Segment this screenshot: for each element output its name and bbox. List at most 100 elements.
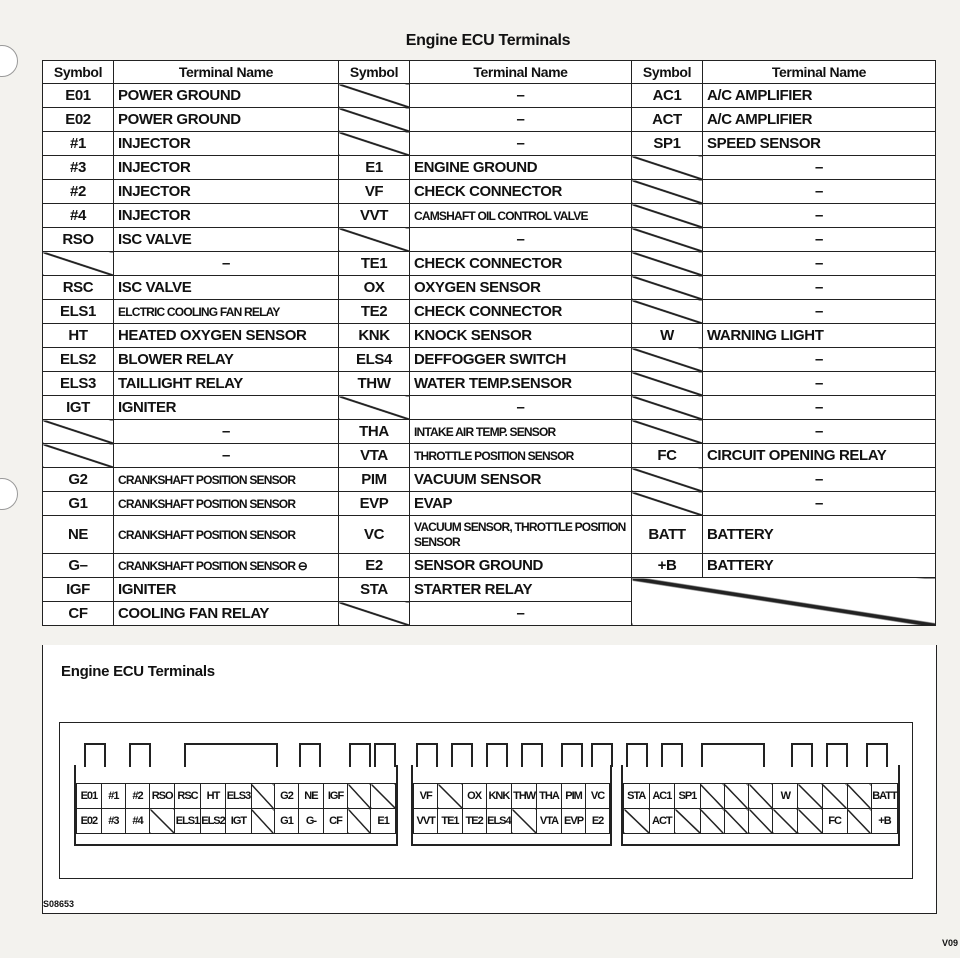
pin-label: E02 [76,808,102,834]
connector-1: E01 #1 #2 RSO RSC HT ELS3 G2 NE IGF E02 #3 #4 ELS1 ELS… [74,743,398,846]
unused-pin [623,808,650,834]
terminal-symbol: VC [338,515,410,554]
connector-3: STA AC1 SP1 W BATT ACT FC +B [621,743,900,846]
terminal-name-empty: – [113,443,339,468]
terminal-symbol: OX [338,275,410,300]
unused-pin [250,808,275,834]
connector-key-tab [349,743,371,767]
column-header: Terminal Name [702,60,936,84]
terminal-symbol: AC1 [631,83,703,108]
terminal-name-empty: – [702,275,936,300]
terminal-symbol: IGF [42,577,114,602]
connector-2: VF OX KNK THW THA PIM VC VVT TE1 TE2 ELS4 VTA EVP E2 [411,743,613,846]
terminal-symbol: #1 [42,131,114,156]
terminal-name: DEFFOGGER SWITCH [409,347,632,372]
terminal-name: KNOCK SENSOR [409,323,632,348]
pin-label: FC [821,808,848,834]
unused-symbol-cell [631,419,703,444]
pin-label: THA [536,783,562,809]
terminal-symbol: STA [338,577,410,602]
table-row: ELS2 BLOWER RELAY ELS4 DEFFOGGER SWITCH – [42,347,936,372]
table-row: IGF IGNITER STA STARTER RELAY [42,577,936,626]
unused-symbol-cell [338,395,410,420]
unused-symbol-cell [42,251,114,276]
unused-pin [699,808,725,834]
pin-label: E2 [585,808,610,834]
pin-label: VTA [536,808,562,834]
pin-label: CF [322,808,349,834]
terminal-name: VACUUM SENSOR, THROTTLE POSITION SENSOR [409,515,632,554]
pin-label: RSC [174,783,201,809]
terminal-name: IGNITER [113,577,339,602]
terminal-name-empty: – [702,299,936,324]
unused-pin [797,808,823,834]
page-title: Engine ECU Terminals [405,32,571,49]
unused-symbol-cell [631,371,703,396]
terminal-symbol: ELS4 [338,347,410,372]
terminal-symbol: RSO [42,227,114,252]
terminal-symbol: THA [338,419,410,444]
terminal-symbol: #2 [42,179,114,204]
terminal-symbol: PIM [338,467,410,492]
pin-label: OX [461,783,487,809]
pin-label: #2 [124,783,151,809]
unused-pin [723,808,750,834]
pin-label: AC1 [648,783,676,809]
terminal-name: CHECK CONNECTOR [409,179,632,204]
pin-label: IGF [322,783,349,809]
terminal-symbol: FC [631,443,703,468]
unused-pin [674,808,701,834]
terminal-table: Symbol Terminal Name Symbol Terminal Name Sy… [42,60,936,626]
table-row: CF COOLING FAN RELAY – [42,601,936,626]
terminal-name-empty: – [409,107,632,132]
unused-pin [797,783,823,809]
pin-label: ELS4 [485,808,513,834]
terminal-name: A/C AMPLIFIER [702,107,936,132]
connector-key-tab [299,743,321,767]
terminal-symbol: SP1 [631,131,703,156]
terminal-symbol: BATT [631,515,703,554]
unused-symbol-cell [631,347,703,372]
column-header: Terminal Name [409,60,632,84]
pin-label: G1 [273,808,300,834]
pin-label: +B [870,808,899,834]
pin-label: KNK [485,783,513,809]
terminal-symbol: CF [42,601,114,626]
table-row: #2 INJECTOR VF CHECK CONNECTOR – [42,179,936,204]
pin-label: NE [298,783,324,809]
terminal-name-empty: – [702,347,936,372]
terminal-symbol: E1 [338,155,410,180]
table-row: ELS3 TAILLIGHT RELAY THW WATER TEMP.SENSOR – [42,371,936,396]
connector-key-tab [591,743,613,767]
pin-label: VC [585,783,610,809]
terminal-name-empty: – [113,419,339,444]
unused-pin [149,808,176,834]
terminal-name: IGNITER [113,395,339,420]
pin-label: ACT [648,808,676,834]
terminal-name: INTAKE AIR TEMP. SENSOR [409,419,632,444]
column-header: Terminal Name [113,60,339,84]
terminal-symbol: W [631,323,703,348]
connector-key-tab [486,743,508,767]
terminal-name-empty: – [702,419,936,444]
unused-pin [699,783,725,809]
table-row: HT HEATED OXYGEN SENSOR KNK KNOCK SENSOR W WA… [42,323,936,348]
terminal-name-empty: – [702,227,936,252]
unused-symbol-cell [338,131,410,156]
terminal-name: HEATED OXYGEN SENSOR [113,323,339,348]
terminal-name-empty: – [409,227,632,252]
diagram-section: Engine ECU Terminals E01 #1 #2 RSO RSC HT ELS3… [42,645,937,914]
terminal-name-empty: – [702,491,936,516]
unused-symbol-cell [631,251,703,276]
unused-symbol-cell [338,227,410,252]
pin-label: TE1 [437,808,463,834]
connector-key-tab [561,743,583,767]
terminal-symbol: ACT [631,107,703,132]
terminal-symbol: ELS1 [42,299,114,324]
terminal-name-empty: – [702,251,936,276]
terminal-name: POWER GROUND [113,83,339,108]
unused-cell [631,577,936,626]
table-row: IGT IGNITER – – [42,395,936,420]
unused-pin [250,783,275,809]
terminal-symbol: NE [42,515,114,554]
